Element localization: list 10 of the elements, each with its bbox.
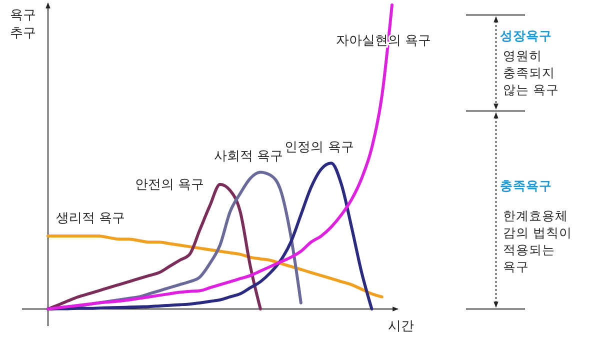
text: 한계효용체 감의 법칙이 적용되는 욕구 (503, 208, 572, 274)
text: 충족욕구 (500, 178, 552, 193)
series-label: 안전의 욕구 (134, 177, 204, 192)
series-label: 생리적 욕구 (56, 211, 126, 226)
text: 영원히 충족되지 않는 욕구 (503, 48, 559, 97)
text: 성장욕구 (500, 28, 552, 43)
series-label: 사회적 욕구 (214, 149, 284, 164)
y-axis-title: 욕구 추구 (10, 8, 36, 41)
x-axis-title: 시간 (388, 319, 414, 334)
series-label: 인정의 욕구 (284, 140, 354, 156)
